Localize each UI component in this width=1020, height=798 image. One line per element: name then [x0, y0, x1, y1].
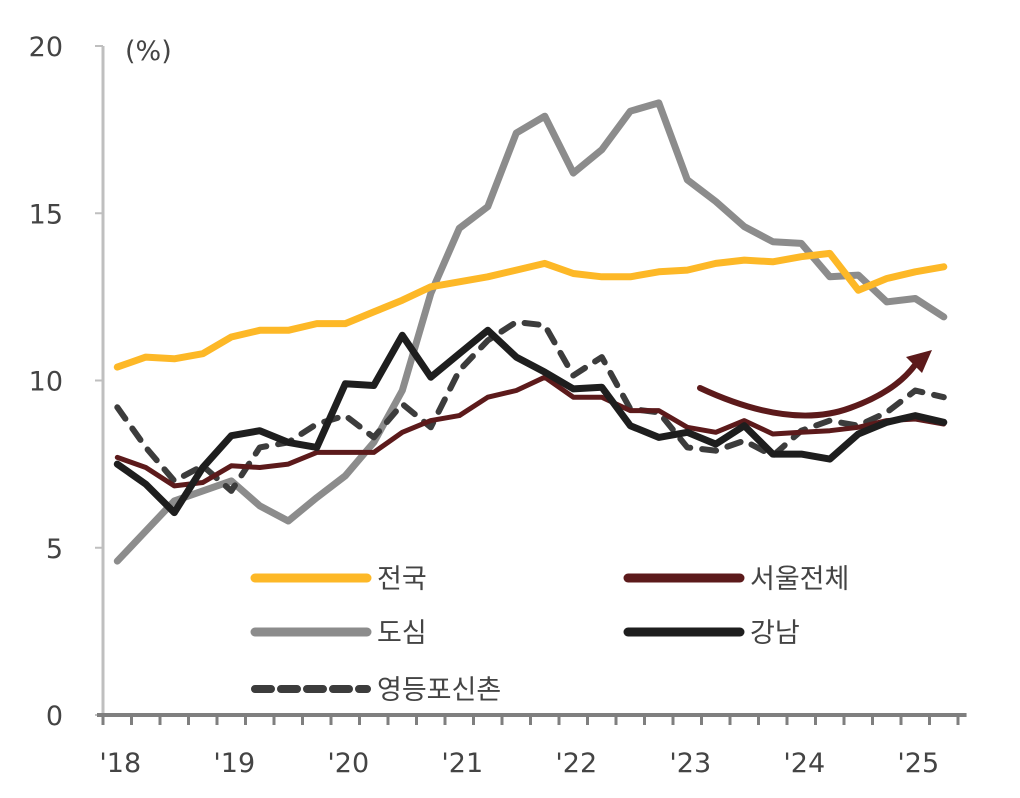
x-tick-label: '20	[327, 748, 369, 779]
series-line-0	[113, 249, 948, 371]
y-tick-label: 10	[29, 367, 63, 398]
x-tick-label: '19	[213, 748, 255, 779]
trend-arrow	[697, 362, 918, 419]
y-tick-label: 15	[29, 199, 63, 230]
series-line-1	[114, 374, 947, 489]
y-tick-label: 5	[46, 534, 63, 565]
y-tick-label: 20	[29, 32, 63, 63]
series-line-4	[114, 319, 947, 494]
legend-label-4: 영등포신촌	[377, 675, 501, 706]
x-tick-label: '23	[669, 748, 711, 779]
x-tick-label: '25	[897, 748, 939, 779]
series-lines	[113, 99, 948, 565]
x-tick-label: '18	[99, 748, 141, 779]
unit-label: (%)	[125, 36, 172, 67]
x-tick-label: '24	[783, 748, 825, 779]
legend-label-3: 강남	[750, 618, 800, 649]
axes: 0 5 10 15 20 '18 '19 '20 '21 '22 '23 '24 '25	[29, 32, 967, 779]
series-line-2	[113, 99, 948, 565]
legend-label-0: 전국	[377, 564, 427, 595]
legend-label-1: 서울전체	[750, 564, 849, 595]
series-line-3	[113, 326, 948, 517]
trend-arrow-head	[906, 350, 932, 373]
annotations	[697, 350, 932, 419]
legend-label-2: 도심	[377, 618, 427, 649]
y-tick-label: 0	[46, 701, 63, 732]
x-tick-label: '21	[441, 748, 483, 779]
x-tick-label: '22	[555, 748, 597, 779]
